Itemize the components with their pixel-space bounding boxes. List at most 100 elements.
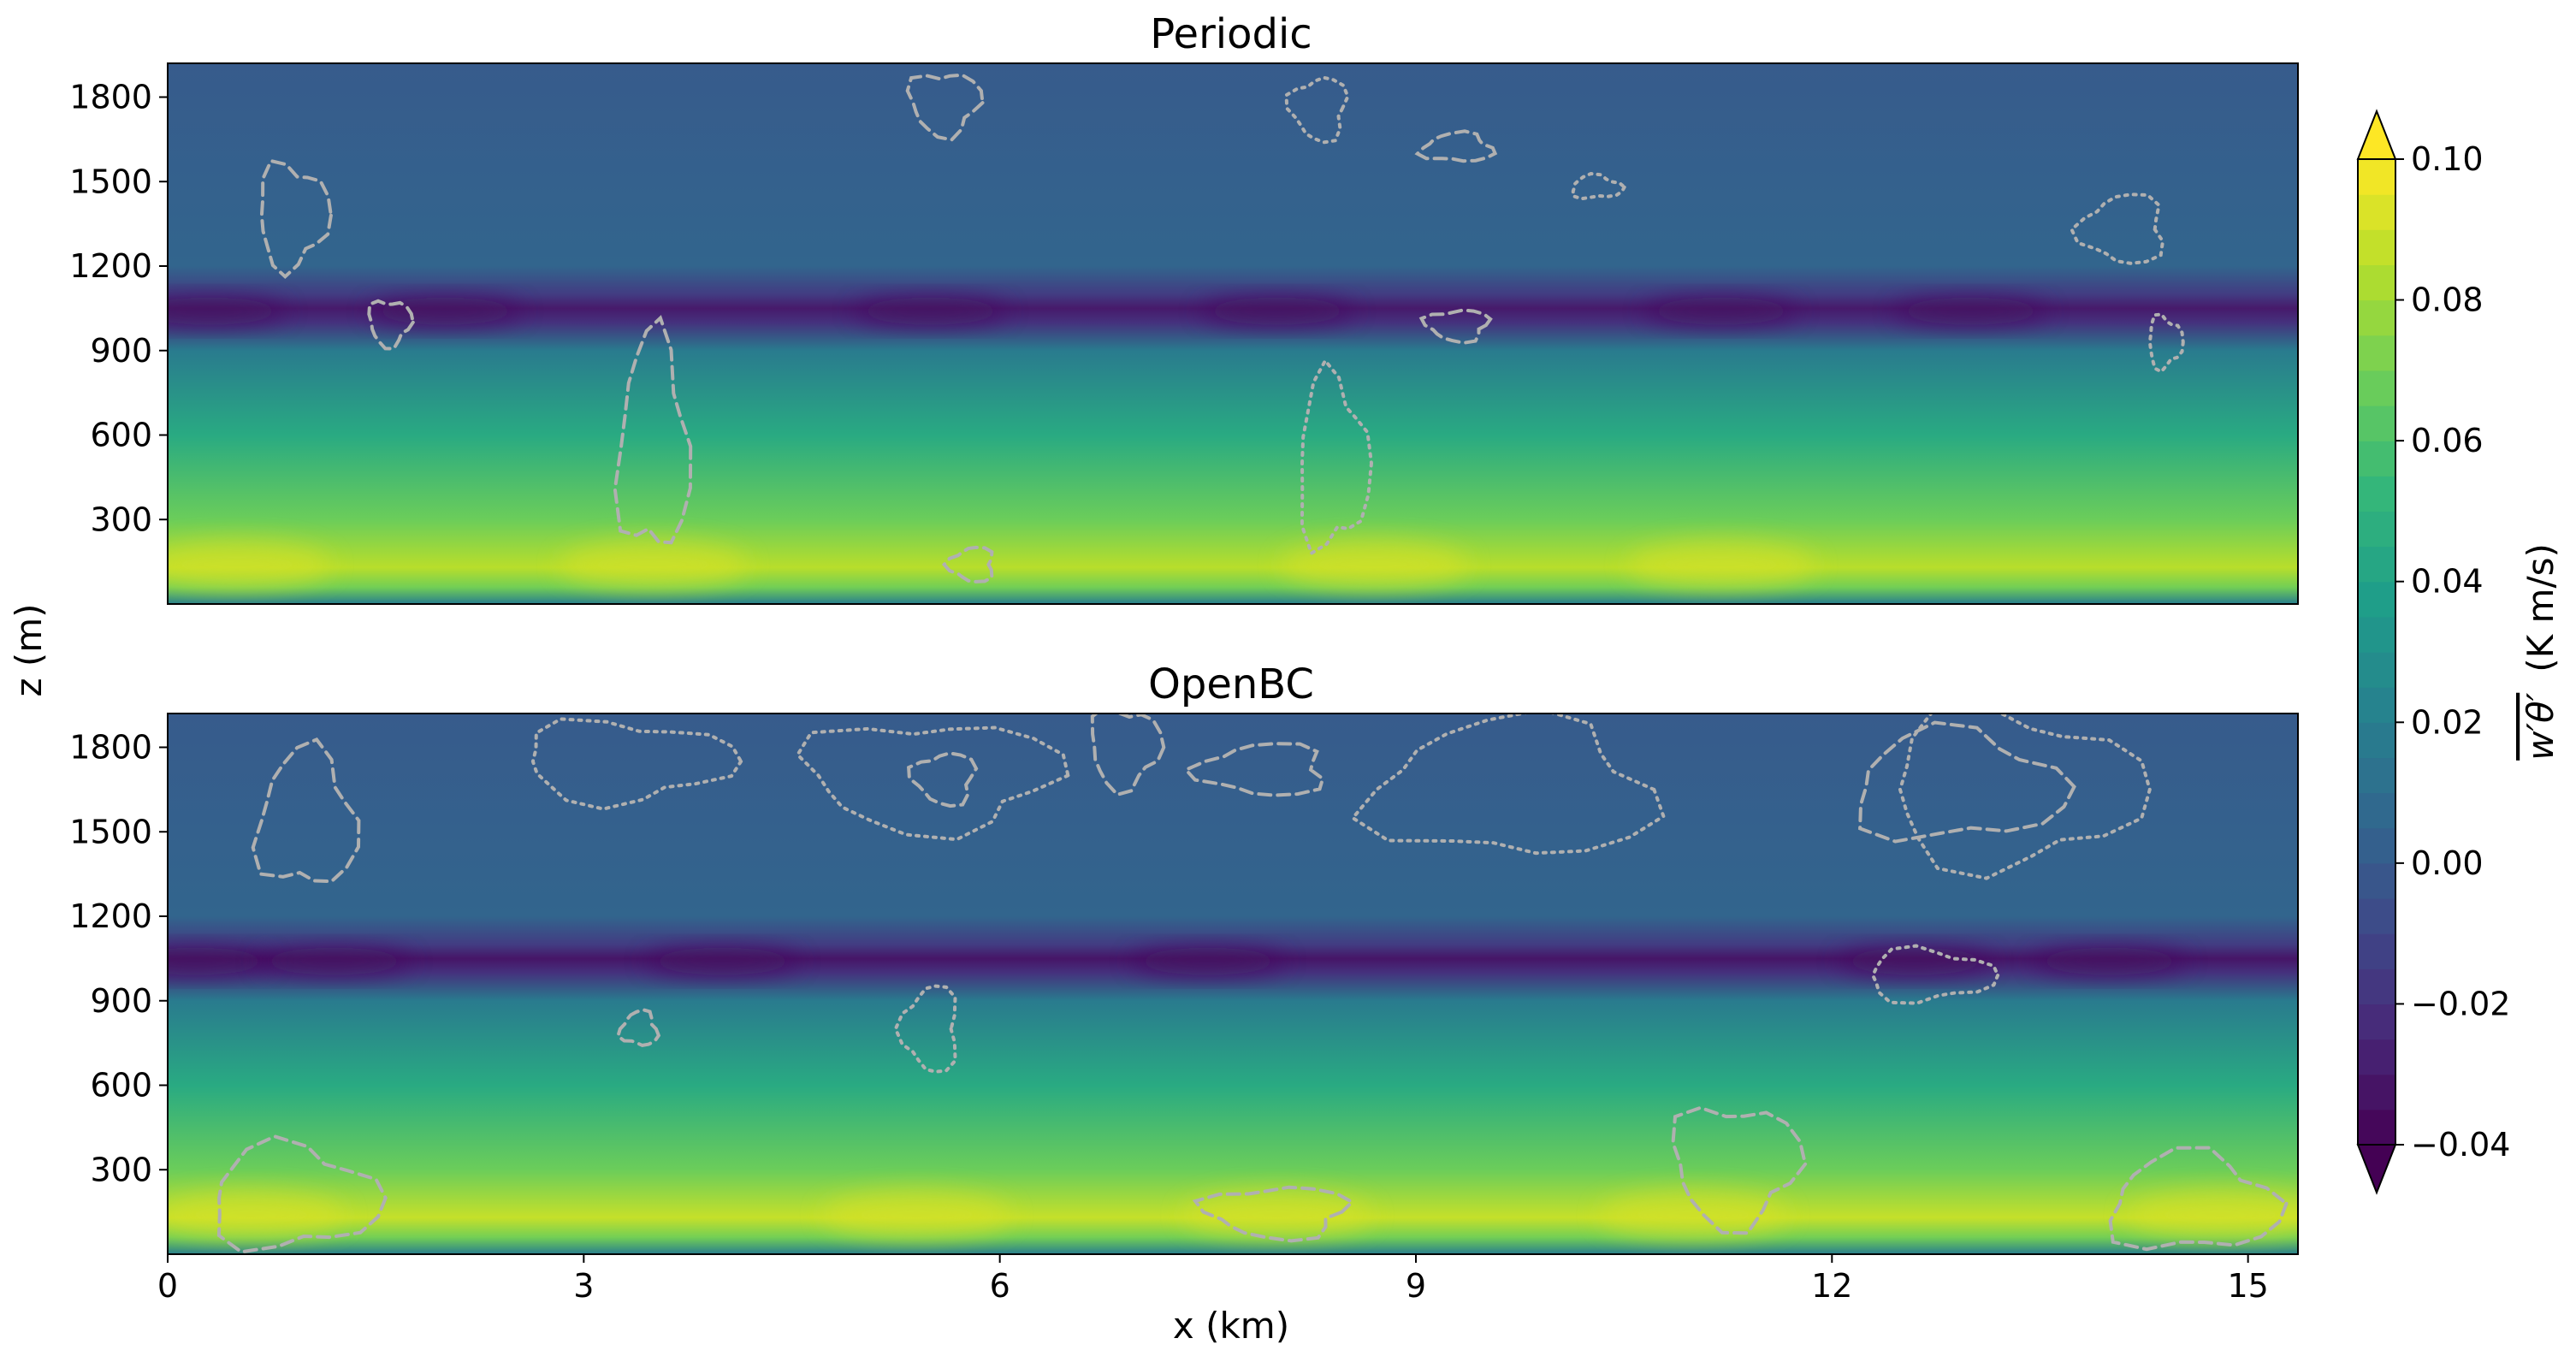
colorbar-tick-label: 0.08 <box>2411 281 2484 319</box>
entrainment-flux-minimum <box>257 947 412 975</box>
openbc-anomaly-patches <box>168 947 2298 1239</box>
colorbar-tick-label: 0.00 <box>2411 844 2484 882</box>
colorbar-level <box>2358 476 2395 512</box>
dotted-contour <box>1284 75 1350 145</box>
colorbar-label-symbol: w′θ′ <box>2520 692 2561 761</box>
periodic-panel-title: Periodic <box>1150 10 1312 58</box>
periodic-contours <box>259 73 2185 583</box>
colorbar-level <box>2358 581 2395 618</box>
openbc-axes-frame <box>167 713 2299 1255</box>
entrainment-flux-minimum <box>1643 297 1798 325</box>
surface-flux-maximum <box>2126 1190 2298 1239</box>
colorbar-level <box>2358 1004 2395 1040</box>
dotted-contour <box>1350 714 1666 856</box>
openbc-x-axis: 0 3 6 9 12 15 <box>157 1254 2269 1305</box>
dotted-contour <box>1300 358 1374 556</box>
dashed-contour <box>367 299 415 351</box>
dashed-contour <box>259 158 333 280</box>
openbc-contours <box>216 714 2289 1254</box>
dashed-contour <box>1858 720 2076 844</box>
colorbar-tick-label: −0.04 <box>2411 1126 2510 1164</box>
y-tick-label: 600 <box>90 417 152 454</box>
entrainment-flux-minimum <box>168 297 287 325</box>
y-tick-label: 1500 <box>69 163 152 200</box>
entrainment-flux-minimum <box>853 297 1008 325</box>
x-tick-label: 15 <box>2227 1267 2268 1305</box>
y-tick-label: 1800 <box>69 729 152 767</box>
colorbar-level <box>2358 406 2395 441</box>
y-tick-label: 1200 <box>69 247 152 285</box>
colorbar-level <box>2358 616 2395 653</box>
y-tick-label: 300 <box>90 500 152 538</box>
periodic-heatmap <box>168 63 2298 604</box>
dotted-contour <box>893 984 957 1074</box>
entrainment-flux-minimum <box>2032 947 2187 975</box>
periodic-anomaly-patches <box>168 297 2048 589</box>
colorbar-level <box>2358 1039 2395 1075</box>
entrainment-flux-minimum <box>168 947 273 975</box>
dotted-contour <box>1571 171 1627 201</box>
dashed-contour <box>613 315 693 545</box>
dashed-contour <box>615 1007 661 1047</box>
surface-flux-maximum <box>559 540 748 589</box>
colorbar-level <box>2358 968 2395 1005</box>
y-tick-label: 300 <box>90 1151 152 1188</box>
entrainment-flux-minimum <box>1838 947 1993 975</box>
colorbar-level <box>2358 757 2395 794</box>
colorbar-level <box>2358 441 2395 477</box>
colorbar-level <box>2358 1109 2395 1146</box>
colorbar-level <box>2358 862 2395 899</box>
dashed-contour <box>1182 742 1325 797</box>
openbc-panel: OpenBC 300 600 900 1200 1500 1800 0 3 6 9 12 15 <box>69 660 2299 1305</box>
surface-flux-maximum <box>1626 540 1815 589</box>
dashed-contour <box>907 751 979 808</box>
surface-flux-maximum <box>822 1190 1011 1239</box>
dotted-contour <box>2147 312 2185 375</box>
openbc-y-axis: 300 600 900 1200 1500 1800 <box>69 729 168 1188</box>
entrainment-flux-minimum <box>368 297 523 325</box>
x-axis-label: x (km) <box>1173 1305 1289 1347</box>
dashed-contour <box>1192 1185 1355 1243</box>
colorbar-frame <box>2357 158 2396 1146</box>
colorbar-level <box>2358 264 2395 301</box>
dashed-contour <box>251 737 361 884</box>
x-tick-label: 12 <box>1811 1267 1852 1305</box>
colorbar-level <box>2358 687 2395 723</box>
colorbar-level <box>2358 792 2395 829</box>
y-tick-label: 900 <box>90 982 152 1020</box>
x-tick-label: 6 <box>990 1267 1010 1305</box>
colorbar-level <box>2358 652 2395 688</box>
dotted-contour <box>530 717 743 811</box>
y-axis-label: z (m) <box>8 603 50 696</box>
dotted-contour <box>2070 192 2165 265</box>
colorbar-level <box>2358 933 2395 969</box>
colorbar-label: w′θ′ (K m/s) <box>2520 543 2561 761</box>
colorbar-tick-label: −0.02 <box>2411 985 2510 1022</box>
colorbar-level <box>2358 370 2395 406</box>
colorbar-level <box>2358 335 2395 371</box>
colorbar-level <box>2358 511 2395 548</box>
colorbar: −0.04 −0.02 0.00 0.02 0.04 0.06 0.08 0.10 w′θ′ (K… <box>2356 109 2561 1195</box>
periodic-panel: Periodic 300 600 900 1200 1500 1800 <box>69 10 2299 605</box>
colorbar-extend-max <box>2356 109 2397 160</box>
dotted-contour <box>795 725 1070 842</box>
dotted-contour <box>1871 944 2000 1005</box>
dotted-contour <box>1898 714 2152 880</box>
colorbar-tick-label: 0.02 <box>2411 703 2484 741</box>
colorbar-level <box>2358 898 2395 934</box>
dashed-contour <box>941 545 994 583</box>
dashed-contour <box>1671 1105 1808 1235</box>
dashed-contour <box>905 73 985 142</box>
surface-flux-maximum <box>168 1190 346 1239</box>
surface-flux-maximum <box>1280 540 1469 589</box>
entrainment-flux-minimum <box>1199 297 1354 325</box>
colorbar-tick-label: 0.04 <box>2411 563 2484 601</box>
colorbar-level <box>2358 1074 2395 1110</box>
y-tick-label: 600 <box>90 1067 152 1104</box>
y-tick-label: 1200 <box>69 897 152 935</box>
periodic-axes-frame <box>167 62 2299 605</box>
dashed-contour <box>2108 1146 2289 1252</box>
dashed-contour <box>1418 308 1493 345</box>
colorbar-level <box>2358 159 2395 195</box>
